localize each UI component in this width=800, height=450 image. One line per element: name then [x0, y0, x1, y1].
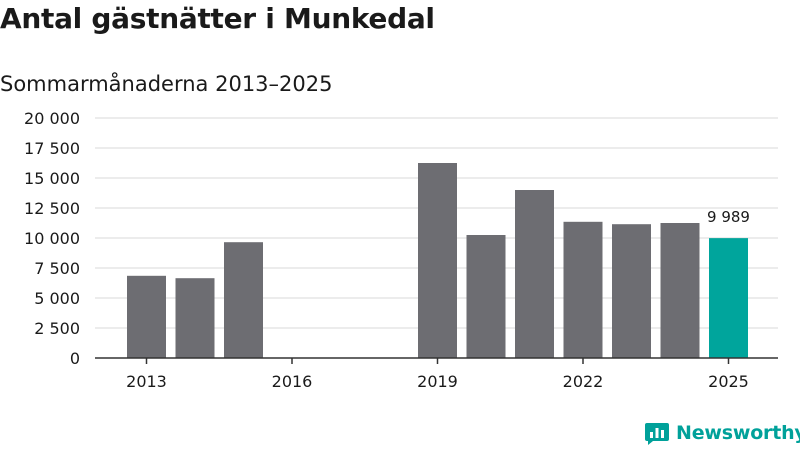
- y-tick-label: 17 500: [24, 139, 80, 158]
- bar-2023: [612, 224, 651, 358]
- y-tick-label: 5 000: [34, 289, 80, 308]
- x-tick-label: 2022: [563, 372, 604, 391]
- bar-2013: [127, 275, 166, 358]
- bars: [127, 163, 748, 358]
- x-tick-label: 2025: [708, 372, 749, 391]
- bar-2021: [515, 190, 554, 358]
- bar-2022: [563, 221, 603, 358]
- brand-name: Newsworthy: [676, 422, 800, 444]
- y-tick-label: 10 000: [24, 229, 80, 248]
- y-axis-tick-labels: 0 2 500 5 000 7 500 10 000 12 500 15 000 17 500…: [24, 109, 80, 368]
- y-tick-label: 2 500: [34, 319, 80, 338]
- bar-2015: [224, 242, 263, 358]
- bar-2024: [660, 223, 700, 358]
- x-tick-label: 2016: [272, 372, 313, 391]
- y-tick-label: 7 500: [34, 259, 80, 278]
- newsworthy-logo: Newsworthy: [644, 420, 800, 446]
- chart-title: Antal gästnätter i Munkedal: [0, 2, 435, 35]
- bar-2025: [709, 238, 748, 358]
- newsworthy-logo-icon: [645, 423, 669, 445]
- data-label: 9 989: [707, 208, 750, 226]
- bar-2019: [418, 163, 457, 358]
- y-tick-label: 15 000: [24, 169, 80, 188]
- data-labels: 9 989: [707, 208, 750, 226]
- chart-subtitle: Sommarmånaderna 2013–2025: [0, 72, 333, 96]
- bar-2020: [466, 235, 506, 358]
- y-tick-label: 12 500: [24, 199, 80, 218]
- x-axis: 2013 2016 2019 2022 2025: [95, 357, 778, 391]
- x-tick-label: 2013: [126, 372, 167, 391]
- y-tick-label: 20 000: [24, 109, 80, 128]
- bar-2014: [175, 278, 215, 358]
- y-tick-label: 0: [70, 349, 80, 368]
- x-tick-label: 2019: [417, 372, 458, 391]
